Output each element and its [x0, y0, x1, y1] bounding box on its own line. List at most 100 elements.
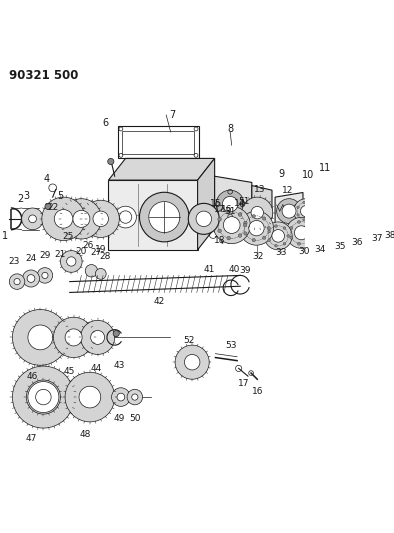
Text: 32: 32 — [252, 252, 264, 261]
Circle shape — [93, 211, 108, 227]
Circle shape — [307, 222, 310, 225]
Polygon shape — [275, 192, 303, 235]
Circle shape — [272, 230, 284, 242]
Circle shape — [307, 240, 310, 243]
Polygon shape — [215, 176, 252, 232]
Circle shape — [262, 236, 266, 239]
Circle shape — [287, 235, 290, 237]
Circle shape — [303, 219, 305, 221]
Circle shape — [95, 269, 106, 279]
Circle shape — [393, 227, 394, 230]
Circle shape — [317, 208, 323, 214]
Circle shape — [27, 274, 35, 282]
Circle shape — [290, 236, 293, 239]
Circle shape — [45, 204, 51, 209]
Text: 16: 16 — [221, 205, 233, 214]
Circle shape — [346, 220, 349, 222]
Circle shape — [242, 197, 273, 228]
Circle shape — [112, 388, 130, 406]
Text: 50: 50 — [129, 414, 141, 423]
Circle shape — [286, 217, 317, 248]
Bar — [118, 126, 199, 158]
Text: 20: 20 — [76, 247, 87, 256]
Circle shape — [382, 214, 394, 227]
Text: 47: 47 — [25, 434, 37, 443]
Circle shape — [223, 217, 240, 233]
Circle shape — [65, 372, 115, 422]
Text: 14: 14 — [234, 199, 245, 208]
Circle shape — [216, 190, 244, 218]
Circle shape — [132, 394, 138, 400]
Circle shape — [196, 211, 212, 227]
Circle shape — [12, 366, 74, 428]
Circle shape — [294, 199, 318, 223]
Circle shape — [188, 204, 219, 235]
Circle shape — [238, 233, 242, 237]
Circle shape — [117, 393, 125, 401]
Circle shape — [79, 386, 101, 408]
Circle shape — [14, 279, 20, 285]
Circle shape — [308, 233, 311, 236]
Circle shape — [312, 223, 325, 236]
Circle shape — [267, 227, 270, 230]
Text: 49: 49 — [113, 414, 125, 423]
Circle shape — [313, 204, 327, 218]
Text: 22: 22 — [47, 204, 58, 213]
Text: 43: 43 — [113, 361, 125, 370]
Text: 41: 41 — [204, 265, 215, 274]
Circle shape — [393, 211, 394, 214]
Circle shape — [184, 354, 200, 370]
Text: 23: 23 — [8, 257, 20, 266]
Circle shape — [268, 239, 271, 241]
Text: 1: 1 — [2, 231, 8, 241]
Circle shape — [26, 380, 60, 414]
Text: 24: 24 — [25, 254, 37, 263]
Circle shape — [9, 274, 25, 289]
Text: 17: 17 — [214, 205, 225, 214]
Circle shape — [262, 217, 266, 220]
Text: 27: 27 — [90, 248, 102, 257]
Circle shape — [252, 238, 255, 242]
Circle shape — [374, 206, 394, 235]
Text: 28: 28 — [100, 252, 111, 261]
Circle shape — [213, 206, 250, 244]
Text: 52: 52 — [183, 336, 195, 345]
Circle shape — [108, 158, 114, 165]
Circle shape — [127, 389, 143, 405]
Polygon shape — [108, 180, 198, 250]
Circle shape — [54, 317, 94, 358]
Circle shape — [12, 310, 68, 365]
Polygon shape — [198, 158, 215, 250]
Circle shape — [385, 229, 387, 231]
Circle shape — [360, 231, 362, 233]
Circle shape — [264, 222, 292, 250]
Text: 17: 17 — [238, 379, 249, 389]
Circle shape — [42, 197, 85, 240]
Text: 53: 53 — [225, 341, 237, 350]
Text: 10: 10 — [301, 171, 314, 181]
Circle shape — [22, 208, 43, 230]
Circle shape — [297, 214, 299, 216]
Circle shape — [378, 223, 381, 226]
Circle shape — [303, 201, 305, 204]
Bar — [123, 131, 195, 154]
Circle shape — [22, 270, 39, 287]
Circle shape — [301, 206, 312, 217]
Circle shape — [65, 329, 82, 346]
Circle shape — [282, 204, 296, 218]
Circle shape — [328, 217, 349, 239]
Circle shape — [227, 236, 230, 240]
Circle shape — [82, 200, 119, 237]
Circle shape — [149, 201, 180, 232]
Text: 11: 11 — [319, 163, 332, 173]
Circle shape — [283, 243, 286, 245]
Polygon shape — [252, 185, 272, 223]
Circle shape — [323, 236, 326, 239]
Circle shape — [91, 330, 105, 344]
Circle shape — [222, 196, 238, 212]
Circle shape — [327, 228, 330, 231]
Text: 37: 37 — [372, 235, 383, 244]
Circle shape — [297, 242, 301, 245]
Text: 36: 36 — [351, 238, 363, 247]
Circle shape — [363, 224, 366, 227]
